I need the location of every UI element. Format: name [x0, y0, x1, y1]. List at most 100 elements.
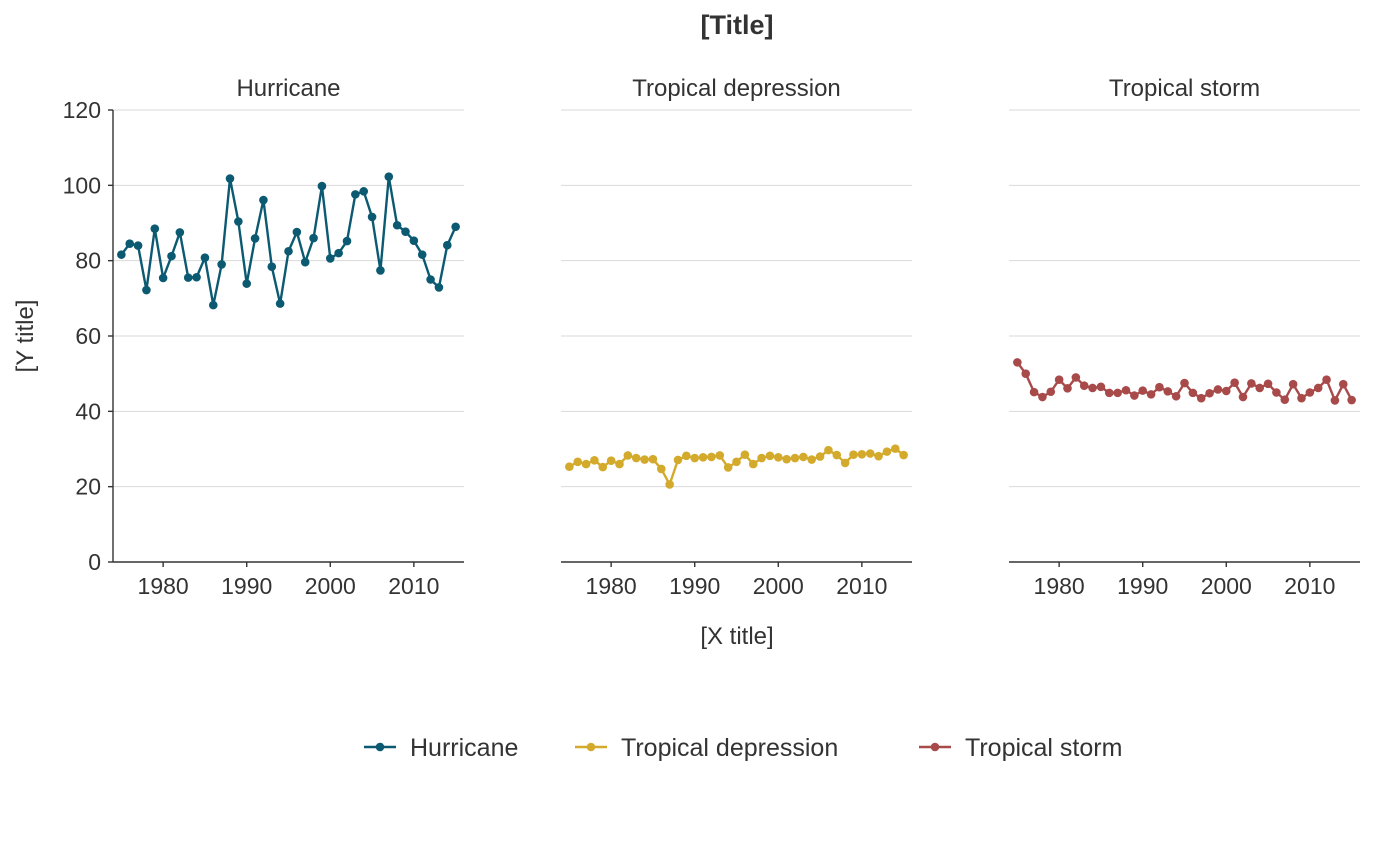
data-point-tropical-depression — [640, 455, 649, 464]
data-point-tropical-depression — [824, 445, 833, 455]
y-tick-label: 40 — [75, 398, 101, 424]
data-point-tropical-depression — [773, 452, 783, 462]
data-point-hurricane — [175, 228, 185, 237]
data-point-hurricane — [309, 233, 318, 243]
data-point-tropical-depression — [857, 449, 867, 459]
x-tick-label: 1990 — [221, 573, 272, 599]
data-point-tropical-storm — [1155, 382, 1164, 392]
data-point-tropical-depression — [765, 451, 775, 461]
data-point-hurricane — [359, 187, 369, 196]
data-point-tropical-depression — [740, 450, 750, 459]
data-point-hurricane — [267, 262, 277, 271]
y-tick-label: 0 — [88, 549, 101, 575]
data-point-hurricane — [200, 253, 210, 262]
y-tick-label: 20 — [75, 474, 101, 500]
data-point-tropical-storm — [1063, 384, 1072, 393]
x-tick-label: 1980 — [1034, 573, 1085, 599]
data-point-hurricane — [300, 257, 310, 267]
legend-swatch-point — [375, 742, 385, 752]
data-point-tropical-depression — [573, 457, 583, 467]
data-point-tropical-storm — [1330, 396, 1340, 405]
data-point-hurricane — [317, 181, 327, 191]
panel-tropical-storm: Tropical storm 1980 1990 2000 2010 — [1009, 75, 1360, 599]
y-axis-title: [Y title] — [12, 300, 39, 373]
x-tick-label: 1990 — [669, 573, 720, 599]
data-point-tropical-depression — [899, 450, 908, 460]
data-point-tropical-depression — [606, 456, 616, 465]
data-point-hurricane — [142, 285, 151, 295]
x-tick-label: 1980 — [138, 573, 189, 599]
data-point-tropical-depression — [673, 455, 683, 465]
legend-swatch-point — [930, 742, 940, 752]
data-point-tropical-depression — [849, 450, 858, 459]
data-point-tropical-storm — [1071, 373, 1081, 382]
data-point-hurricane — [451, 222, 460, 232]
data-point-tropical-depression — [615, 459, 624, 469]
y-tick-label: 120 — [63, 97, 101, 123]
panel-title-tropical-depression: Tropical depression — [632, 75, 841, 102]
data-point-hurricane — [234, 217, 243, 226]
panel-hurricane: Hurricane 1980 1990 2000 2010 0 20 40 60 80 100 120 — [63, 75, 464, 599]
data-point-tropical-storm — [1088, 383, 1097, 393]
data-point-hurricane — [342, 236, 352, 246]
data-point-hurricane — [225, 174, 235, 183]
y-tick-label: 80 — [75, 248, 101, 274]
data-point-tropical-storm — [1305, 388, 1315, 397]
data-point-tropical-depression — [890, 444, 900, 453]
data-point-tropical-storm — [1130, 391, 1139, 400]
data-point-tropical-depression — [623, 451, 633, 460]
data-point-tropical-depression — [748, 459, 758, 469]
data-point-hurricane — [384, 172, 394, 181]
data-point-hurricane — [392, 220, 402, 230]
data-point-hurricane — [284, 246, 293, 256]
data-point-tropical-storm — [1205, 388, 1214, 398]
data-point-hurricane — [292, 227, 302, 237]
x-tick-label: 2000 — [305, 573, 356, 599]
data-point-hurricane — [183, 273, 193, 282]
data-point-tropical-depression — [665, 480, 674, 489]
legend: Hurricane Tropical depression Tropical sto… — [364, 734, 1122, 762]
data-point-tropical-depression — [874, 451, 883, 461]
legend-label: Tropical depression — [621, 734, 838, 762]
data-point-hurricane — [442, 240, 452, 250]
panel-title-tropical-storm: Tropical storm — [1109, 75, 1260, 102]
data-point-tropical-storm — [1021, 369, 1031, 378]
data-point-tropical-storm — [1013, 358, 1022, 367]
data-point-tropical-storm — [1188, 388, 1198, 398]
data-point-tropical-depression — [565, 462, 574, 472]
data-point-tropical-storm — [1146, 390, 1156, 399]
data-point-hurricane — [117, 250, 126, 259]
data-point-hurricane — [275, 299, 285, 308]
data-point-hurricane — [208, 300, 218, 310]
data-point-tropical-storm — [1272, 388, 1281, 397]
data-point-tropical-storm — [1180, 378, 1189, 388]
data-point-tropical-depression — [865, 449, 875, 458]
data-point-hurricane — [259, 195, 268, 205]
data-point-tropical-depression — [682, 451, 691, 461]
data-point-hurricane — [158, 273, 168, 283]
data-point-tropical-storm — [1313, 383, 1323, 393]
data-point-tropical-depression — [799, 452, 808, 462]
series-line-hurricane — [120, 175, 457, 307]
data-point-hurricane — [167, 251, 176, 261]
data-point-hurricane — [367, 212, 377, 222]
data-point-hurricane — [351, 190, 360, 199]
x-axis-title: [X title] — [700, 623, 773, 650]
data-point-tropical-depression — [631, 453, 641, 463]
data-point-tropical-storm — [1121, 385, 1131, 395]
data-point-tropical-storm — [1171, 391, 1181, 401]
data-point-tropical-storm — [1347, 395, 1356, 405]
data-point-tropical-depression — [732, 457, 741, 467]
data-point-tropical-storm — [1138, 386, 1148, 395]
panel-title-hurricane: Hurricane — [236, 75, 340, 102]
data-point-hurricane — [434, 283, 444, 292]
data-point-tropical-depression — [723, 463, 733, 472]
data-point-tropical-storm — [1322, 375, 1331, 384]
data-point-tropical-storm — [1288, 379, 1298, 389]
data-point-tropical-depression — [581, 459, 591, 469]
data-point-hurricane — [325, 254, 335, 263]
data-point-tropical-depression — [832, 450, 842, 460]
data-point-hurricane — [242, 279, 252, 288]
x-tick-label: 2010 — [836, 573, 887, 599]
